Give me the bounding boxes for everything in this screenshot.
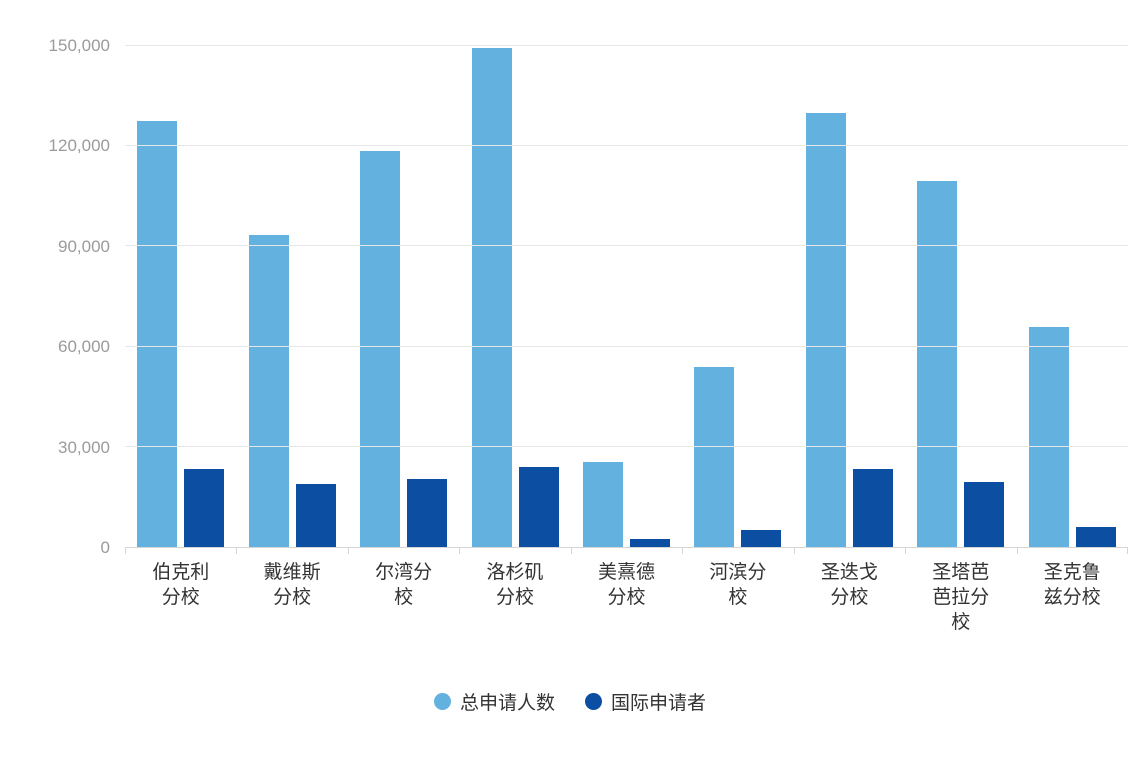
bar-international-applicants <box>407 478 448 547</box>
grid-line <box>125 345 1128 347</box>
x-axis-tick <box>570 547 572 554</box>
bar-group <box>236 46 347 547</box>
y-axis-labels: 0 30,000 60,000 90,000 120,000 150,000 <box>0 36 110 557</box>
bar-group <box>571 46 682 547</box>
bar-international-applicants <box>629 538 670 547</box>
x-label-cell: 圣塔芭芭拉分校 <box>905 560 1016 635</box>
x-axis-tick <box>236 547 238 554</box>
plot-area <box>125 45 1128 554</box>
y-tick-label: 60,000 <box>58 337 110 357</box>
bar-group <box>459 46 570 547</box>
x-axis-tick <box>347 547 349 554</box>
legend-label: 国际申请者 <box>611 693 707 714</box>
bar-group <box>1017 46 1128 547</box>
x-axis-labels: 伯克利分校 戴维斯分校 尔湾分校 洛杉矶分校 美熹德分校 河滨分校 圣迭戈分校 圣塔芭芭拉分校… <box>125 560 1128 635</box>
bar-groups <box>125 46 1128 547</box>
x-category-label: 尔湾分校 <box>375 562 433 609</box>
x-category-label: 河滨分校 <box>709 562 767 609</box>
bar-total-applicants <box>471 47 512 547</box>
x-category-label: 美熹德分校 <box>597 562 655 609</box>
bar-total-applicants <box>805 112 846 547</box>
x-axis-tick <box>125 547 126 554</box>
bar-total-applicants <box>694 366 735 547</box>
x-axis-tick <box>1127 547 1128 554</box>
x-category-label: 圣克鲁兹分校 <box>1043 562 1101 609</box>
x-label-cell: 圣克鲁兹分校 <box>1017 560 1128 635</box>
x-axis-tick <box>459 547 461 554</box>
x-axis-tick <box>793 547 795 554</box>
bar-total-applicants <box>360 151 401 547</box>
x-category-label: 圣迭戈分校 <box>820 562 878 609</box>
bar-international-applicants <box>964 481 1005 547</box>
bar-group <box>682 46 793 547</box>
x-label-cell: 尔湾分校 <box>348 560 459 635</box>
bar-international-applicants <box>295 483 336 547</box>
bar-total-applicants <box>582 461 623 547</box>
legend-item[interactable]: 国际申请者 <box>585 688 706 715</box>
legend-item[interactable]: 总申请人数 <box>433 688 555 715</box>
grid-line <box>125 445 1128 447</box>
bar-group <box>348 46 459 547</box>
y-tick-label: 120,000 <box>48 136 110 156</box>
legend: 总申请人数 国际申请者 <box>0 688 1140 715</box>
bar-total-applicants <box>137 121 178 547</box>
x-label-cell: 伯克利分校 <box>125 560 236 635</box>
x-label-cell: 戴维斯分校 <box>236 560 347 635</box>
legend-marker-icon <box>433 693 451 710</box>
bar-international-applicants <box>852 468 893 547</box>
x-axis-tick <box>682 547 684 554</box>
y-tick-label: 90,000 <box>58 236 110 256</box>
grid-line <box>125 245 1128 247</box>
legend-marker-icon <box>585 693 602 710</box>
bar-total-applicants <box>917 181 958 547</box>
x-label-cell: 河滨分校 <box>682 560 793 635</box>
bar-international-applicants <box>741 530 782 547</box>
bar-international-applicants <box>1075 526 1116 547</box>
y-tick-label: 0 <box>100 538 110 557</box>
bar-total-applicants <box>248 234 289 547</box>
bar-international-applicants <box>518 466 559 547</box>
legend-label: 总申请人数 <box>459 693 555 714</box>
bar-international-applicants <box>184 468 225 547</box>
x-category-label: 洛杉矶分校 <box>486 562 544 609</box>
y-tick-label: 150,000 <box>48 36 110 55</box>
x-label-cell: 圣迭戈分校 <box>794 560 905 635</box>
grid-line <box>125 45 1128 46</box>
x-axis-tick <box>1016 547 1018 554</box>
bar-total-applicants <box>1028 326 1069 547</box>
x-category-label: 圣塔芭芭拉分校 <box>932 562 990 634</box>
grid-line <box>125 145 1128 147</box>
bar-group <box>905 46 1016 547</box>
x-category-label: 戴维斯分校 <box>263 562 321 609</box>
x-category-label: 伯克利分校 <box>152 562 210 609</box>
y-tick-label: 30,000 <box>58 437 110 457</box>
bar-group <box>794 46 905 547</box>
bar-group <box>125 46 236 547</box>
x-label-cell: 美熹德分校 <box>571 560 682 635</box>
x-label-cell: 洛杉矶分校 <box>459 560 570 635</box>
x-axis-tick <box>905 547 907 554</box>
